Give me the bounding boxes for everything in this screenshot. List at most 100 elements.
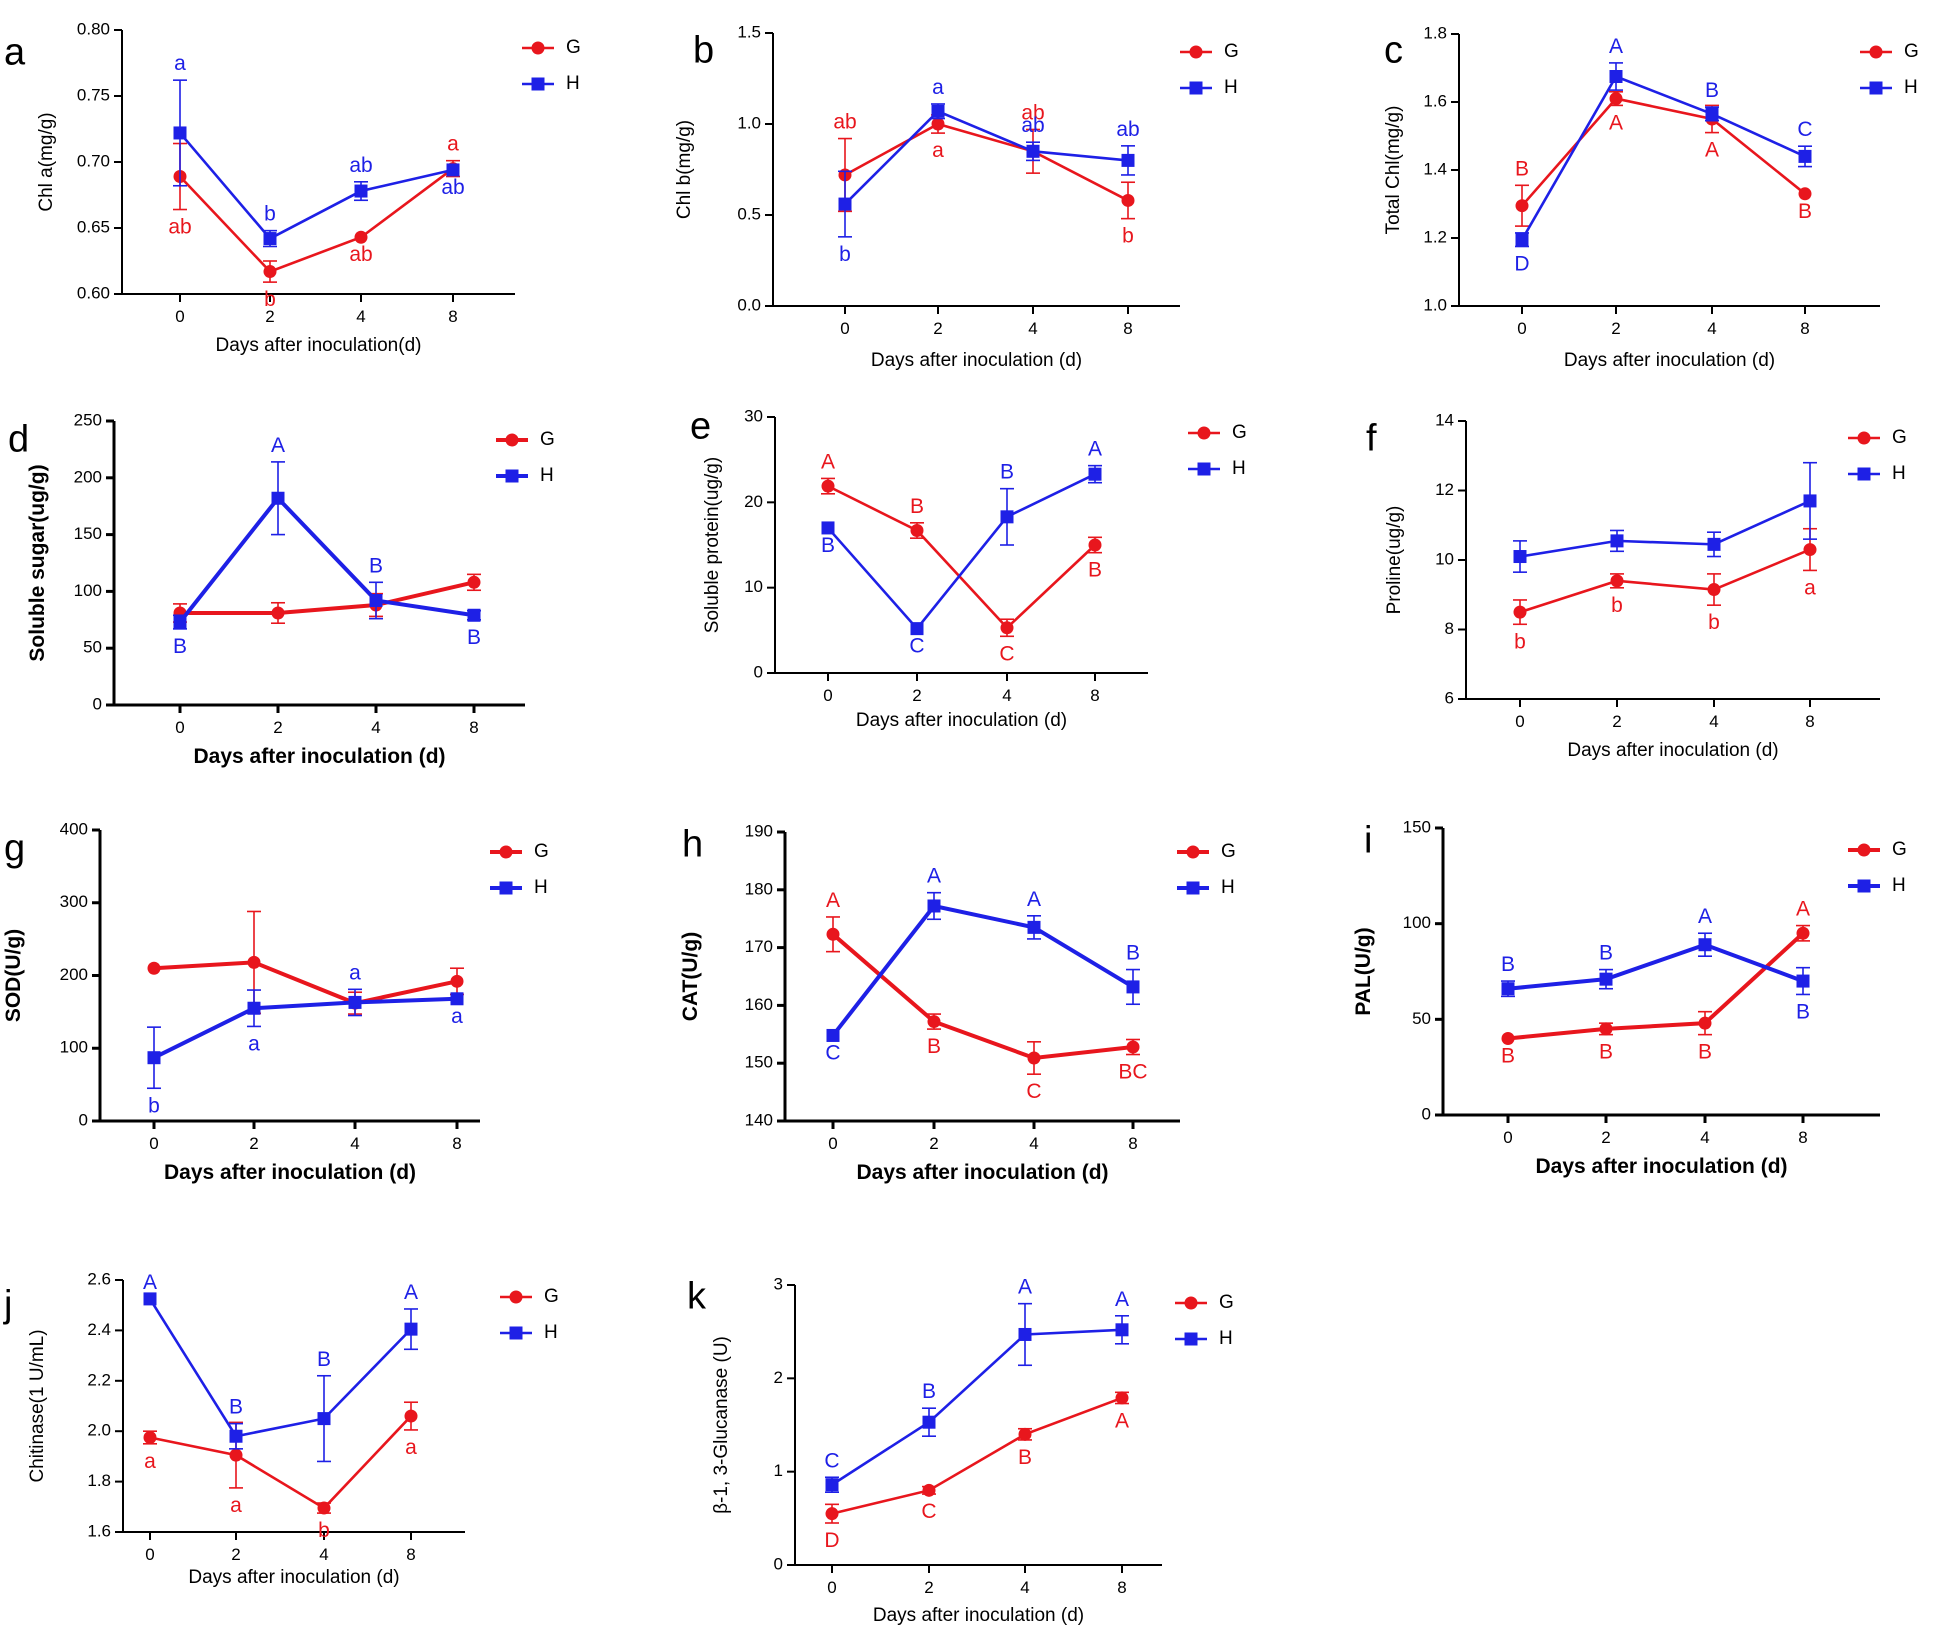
legend-entry-H: H: [490, 877, 548, 898]
significance-label: b: [264, 288, 276, 311]
y-axis-title: PAL(U/g): [1352, 927, 1375, 1015]
x-tick-label: 0: [823, 686, 832, 705]
significance-label: A: [927, 865, 941, 888]
legend-marker-G: [1197, 426, 1211, 440]
x-tick-label: 8: [448, 307, 457, 326]
x-axis-title: Days after inoculation (d): [856, 1161, 1108, 1184]
y-tick-label: 1.0: [1423, 295, 1447, 314]
x-tick-label: 2: [912, 686, 921, 705]
series-line-H: [827, 473, 1096, 631]
legend-label: H: [544, 1322, 558, 1343]
legend-marker-G: [531, 41, 545, 55]
y-axis-title: Soluble sugar(ug/g): [26, 464, 49, 661]
significance-label: a: [405, 1436, 417, 1459]
significance-label: A: [821, 450, 835, 473]
significance-label: C: [824, 1449, 839, 1472]
significance-label: A: [404, 1281, 418, 1304]
significance-label: b: [318, 1519, 330, 1542]
data-point-G: [271, 606, 285, 620]
data-point-G: [404, 1409, 418, 1423]
x-tick-label: 8: [452, 1134, 461, 1153]
y-axis-title: Chl b(mg/g): [674, 120, 695, 219]
series-G: ab a ab b: [833, 101, 1135, 248]
data-point-G: [1609, 92, 1623, 106]
data-point-G: [1018, 1427, 1032, 1441]
series-H: A B B A: [143, 1271, 418, 1463]
series-H: D A B C: [1514, 35, 1812, 276]
y-tick-label: 400: [60, 819, 88, 838]
y-tick-label: 20: [744, 492, 763, 511]
chart-panel-d: d 0 50 100 150 200 250 0 2 4 8 Days after inoculati…: [8, 410, 555, 768]
data-point-G: [922, 1483, 936, 1497]
y-tick-label: 2.4: [87, 1320, 111, 1339]
y-tick-label: 0: [93, 694, 102, 713]
data-point-H: [263, 232, 277, 246]
significance-label: C: [1026, 1080, 1041, 1103]
data-point-G: [1126, 1040, 1140, 1054]
series-G: D C B A: [824, 1391, 1129, 1552]
panel-letter-b: b: [693, 29, 714, 71]
y-tick-label: 300: [60, 892, 88, 911]
series-line-G: [831, 1396, 1123, 1515]
data-point-H: [467, 608, 481, 622]
x-tick-label: 8: [1123, 319, 1132, 338]
y-tick-label: 2: [774, 1368, 783, 1387]
legend-marker-G: [1869, 45, 1883, 59]
series-H: b a a a: [147, 961, 464, 1117]
series-line-G: [1519, 548, 1811, 614]
legend-marker-G: [1857, 431, 1871, 445]
data-point-G: [1515, 199, 1529, 213]
legend-marker-H: [1869, 81, 1883, 95]
legend-label: G: [1224, 41, 1239, 62]
series-line-H: [831, 903, 1135, 1037]
data-point-H: [931, 104, 945, 118]
significance-label: B: [922, 1380, 936, 1403]
significance-label: B: [1000, 461, 1014, 484]
data-point-G: [1115, 1391, 1129, 1405]
significance-label: B: [1705, 79, 1719, 102]
series-H: [1513, 461, 1817, 573]
data-point-H: [1121, 153, 1135, 167]
y-tick-label: 100: [1403, 913, 1431, 932]
y-tick-label: 0.70: [77, 151, 110, 170]
x-tick-label: 8: [469, 718, 478, 737]
x-tick-label: 8: [1128, 1134, 1137, 1153]
x-tick-label: 2: [273, 718, 282, 737]
legend-marker-H: [1857, 879, 1871, 893]
significance-label: A: [1088, 438, 1102, 461]
legend-marker-H: [509, 1326, 523, 1340]
data-point-G: [1599, 1022, 1613, 1036]
chart-panel-j: j 1.6 1.8 2.0 2.2 2.4 2.6 0 2 4 8 Days after inocul…: [3, 1269, 559, 1588]
legend-entry-G: G: [522, 37, 581, 58]
data-point-H: [446, 163, 460, 177]
legend-entry-G: G: [1175, 1292, 1234, 1313]
series-G: [173, 573, 481, 625]
significance-label: C: [909, 635, 924, 658]
legend-entry-H: H: [1848, 875, 1906, 896]
series-line-G: [844, 122, 1129, 202]
y-tick-label: 0: [774, 1554, 783, 1573]
data-point-G: [354, 230, 368, 244]
x-tick-label: 4: [1002, 686, 1011, 705]
y-tick-label: 10: [744, 577, 763, 596]
data-point-G: [247, 955, 261, 969]
significance-label: A: [1115, 1410, 1129, 1433]
significance-label: a: [248, 1032, 260, 1055]
data-point-G: [1121, 193, 1135, 207]
series-H: B A B B: [173, 434, 481, 658]
legend-marker-G: [499, 845, 513, 859]
significance-label: ab: [1021, 101, 1044, 124]
x-tick-label: 8: [1117, 1578, 1126, 1597]
significance-label: B: [910, 495, 924, 518]
panel-letter-c: c: [1384, 29, 1403, 71]
panel-letter-h: h: [682, 823, 703, 865]
significance-label: a: [230, 1494, 242, 1517]
y-tick-label: 1: [774, 1461, 783, 1480]
series-H: B B A B: [1501, 905, 1810, 1023]
significance-label: A: [1018, 1276, 1032, 1299]
x-tick-label: 0: [175, 718, 184, 737]
x-axis-title: Days after inoculation(d): [216, 335, 422, 356]
series-line-H: [148, 1298, 412, 1438]
data-point-G: [229, 1448, 243, 1462]
